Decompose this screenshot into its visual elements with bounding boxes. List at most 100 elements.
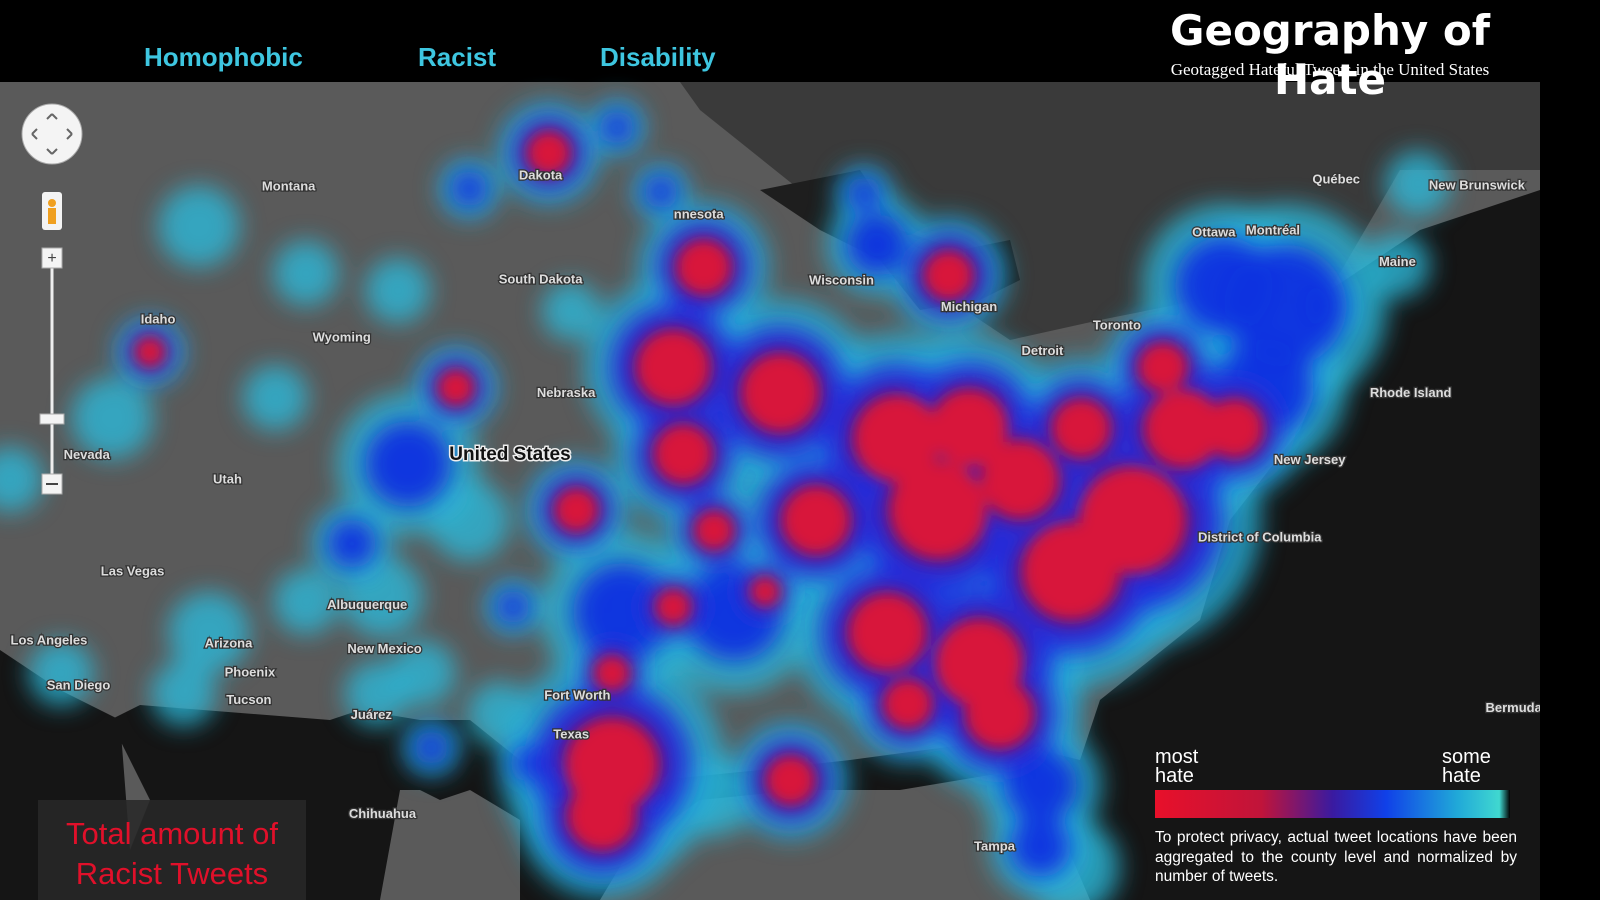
map-label: New Jersey bbox=[1274, 452, 1346, 467]
map-label: New Brunswick bbox=[1429, 178, 1526, 193]
map-label: Utah bbox=[213, 471, 242, 486]
heat-spot bbox=[782, 486, 850, 555]
zoom-control[interactable]: + bbox=[21, 103, 83, 495]
heat-spot bbox=[273, 569, 339, 635]
heat-spot bbox=[242, 365, 309, 431]
heat-spot bbox=[750, 577, 780, 607]
heat-spot bbox=[1144, 389, 1222, 468]
heat-spot bbox=[1175, 236, 1273, 335]
legend-note: To protect privacy, actual tweet locatio… bbox=[1155, 829, 1517, 885]
legend-gradient bbox=[1155, 790, 1510, 818]
map-label: Montana bbox=[262, 179, 316, 194]
map-label: New Mexico bbox=[347, 641, 421, 656]
map-label: Wyoming bbox=[313, 330, 371, 345]
tab[interactable]: Homophobic bbox=[144, 42, 303, 72]
legend-high: most hate bbox=[1155, 746, 1199, 787]
heat-spot bbox=[573, 563, 672, 661]
heat-spot bbox=[168, 591, 250, 674]
tab[interactable]: Racist bbox=[418, 42, 497, 72]
map-label: Chihuahua bbox=[349, 806, 417, 821]
heat-spot bbox=[541, 281, 601, 341]
heat-spot bbox=[1003, 748, 1078, 823]
heat-spot bbox=[636, 330, 711, 405]
map-label: San Diego bbox=[47, 678, 111, 693]
heat-spot bbox=[28, 640, 94, 706]
heat-spot bbox=[1052, 399, 1111, 458]
caption: Total amount of Racist Tweets bbox=[38, 800, 306, 900]
map-label: Los Angeles bbox=[11, 633, 88, 648]
map-label: Fort Worth bbox=[544, 688, 610, 703]
map-label: Idaho bbox=[141, 311, 176, 326]
map-label: Bermuda bbox=[1486, 700, 1543, 715]
heat-spot bbox=[344, 660, 411, 727]
heat-spot bbox=[846, 176, 882, 211]
map-label: nnesota bbox=[674, 206, 725, 221]
heat-spot bbox=[135, 337, 165, 367]
heat-spot bbox=[365, 421, 451, 507]
map-label: Maine bbox=[1379, 254, 1416, 269]
heat-spot bbox=[327, 519, 377, 569]
heat-spot bbox=[965, 680, 1034, 748]
map-label: Tampa bbox=[974, 839, 1016, 854]
heat-spot bbox=[741, 353, 820, 432]
heat-spot bbox=[1385, 150, 1451, 217]
heat-spot bbox=[438, 370, 474, 406]
tab[interactable]: Disability bbox=[600, 42, 716, 72]
heat-spot bbox=[414, 730, 449, 765]
heat-spot bbox=[846, 214, 908, 276]
heat-core bbox=[135, 131, 1264, 850]
heat-spot bbox=[71, 377, 153, 460]
heat-spot bbox=[599, 110, 635, 145]
heat-spot bbox=[930, 389, 1008, 468]
heat-spot bbox=[889, 461, 987, 559]
heat-spot bbox=[1138, 342, 1188, 392]
heat-spot bbox=[676, 240, 731, 295]
heat-spot bbox=[643, 174, 679, 209]
heat-spot bbox=[1009, 816, 1071, 878]
map-label: Rhode Island bbox=[1370, 385, 1452, 400]
title: Geography of Hate bbox=[1169, 6, 1491, 104]
map-label: Tucson bbox=[226, 692, 271, 707]
map-label: Québec bbox=[1312, 172, 1360, 187]
legend-low: some hate bbox=[1442, 746, 1491, 787]
map-label: Texas bbox=[553, 726, 589, 741]
heat-spot bbox=[0, 446, 43, 513]
map-label: Wisconsin bbox=[809, 273, 874, 288]
heat-spot bbox=[1205, 399, 1264, 458]
heat-spot bbox=[1303, 283, 1349, 329]
heat-spot bbox=[495, 589, 531, 625]
map-label: Arizona bbox=[205, 636, 253, 651]
heat-spot bbox=[594, 655, 630, 691]
heat-spot bbox=[273, 240, 339, 306]
heatmap bbox=[0, 98, 1451, 900]
map-labels: Montana Dakota nnesota South Dakota Idaho Wyo… bbox=[9, 166, 1544, 855]
heat-spot bbox=[981, 440, 1059, 519]
heat-spot bbox=[924, 251, 973, 300]
map-label: District of Columbia bbox=[1198, 530, 1322, 545]
map-label: South Dakota bbox=[499, 272, 584, 287]
heat-spot bbox=[527, 131, 571, 175]
map-label: Albuquerque bbox=[327, 597, 407, 612]
heat-spot bbox=[853, 394, 942, 483]
heat-spot bbox=[567, 782, 636, 850]
map-label: Ottawa bbox=[1192, 225, 1236, 240]
heat-spot bbox=[158, 185, 240, 268]
svg-text:+: + bbox=[47, 250, 56, 267]
map-label: Montréal bbox=[1246, 223, 1300, 238]
heat-spot bbox=[450, 170, 488, 208]
heat-spot bbox=[1022, 522, 1120, 620]
map-label: Dakota bbox=[519, 168, 563, 183]
heat-spot bbox=[655, 589, 691, 625]
map-label: Detroit bbox=[1021, 343, 1064, 358]
map-label: Phoenix bbox=[225, 664, 276, 679]
map-label: Nebraska bbox=[537, 385, 596, 400]
heat-spot bbox=[694, 511, 734, 550]
map-label: Toronto bbox=[1093, 317, 1141, 332]
heat-spot bbox=[848, 593, 927, 672]
map-label: Juárez bbox=[351, 707, 393, 722]
heat-spot bbox=[365, 258, 431, 324]
heat-spot bbox=[883, 679, 933, 729]
heat-spot bbox=[150, 660, 217, 727]
heat-spot bbox=[654, 424, 713, 483]
